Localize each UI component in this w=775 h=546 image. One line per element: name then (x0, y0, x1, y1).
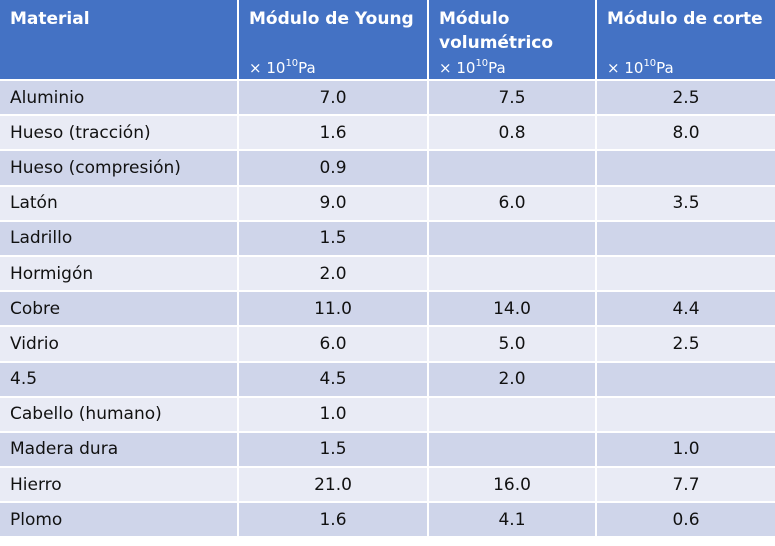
cell-material: Ladrillo (0, 220, 239, 257)
cell-shear: 2.5 (596, 326, 775, 363)
cell-young: 1.5 (238, 220, 429, 257)
cell-young: 2.0 (238, 255, 429, 293)
header-volumetric-modulus: Módulo volumétrico × 1010Pa (428, 0, 597, 81)
table-row: 4.5 4.5 2.0 (0, 361, 775, 398)
header-material-label: Material (10, 9, 90, 29)
header-shear-modulus: Módulo de corte × 1010Pa (596, 0, 775, 81)
table-row: Vidrio 6.0 5.0 2.5 (0, 326, 775, 363)
header-young-unit: × 1010Pa (249, 58, 316, 78)
cell-shear: 2.5 (596, 80, 775, 117)
table-row: Latón 9.0 6.0 3.5 (0, 185, 775, 222)
header-volumetric-unit: × 1010Pa (439, 58, 506, 78)
cell-shear (596, 361, 775, 398)
header-young-modulus: Módulo de Young × 1010Pa (238, 0, 429, 81)
cell-shear: 4.4 (596, 291, 775, 328)
cell-young: 1.0 (238, 396, 429, 433)
cell-volumetric: 0.8 (428, 115, 597, 152)
table-row: Cobre 11.0 14.0 4.4 (0, 291, 775, 328)
cell-young: 4.5 (238, 361, 429, 398)
cell-material: Hormigón (0, 255, 239, 293)
cell-material: Plomo (0, 502, 239, 539)
cell-young: 7.0 (238, 80, 429, 117)
cell-young: 1.6 (238, 115, 429, 152)
cell-shear (596, 150, 775, 187)
cell-young: 0.9 (238, 150, 429, 187)
table-row: Plomo 1.6 4.1 0.6 (0, 502, 775, 539)
cell-young: 1.6 (238, 502, 429, 539)
cell-volumetric: 6.0 (428, 185, 597, 222)
table-row: Ladrillo 1.5 (0, 220, 775, 257)
cell-volumetric (428, 220, 597, 257)
cell-shear (596, 220, 775, 257)
cell-material: 4.5 (0, 361, 239, 398)
cell-volumetric: 16.0 (428, 467, 597, 504)
cell-material: Cabello (humano) (0, 396, 239, 433)
cell-material: Hueso (tracción) (0, 115, 239, 152)
table-row: Hierro 21.0 16.0 7.7 (0, 467, 775, 504)
cell-volumetric (428, 150, 597, 187)
cell-shear: 1.0 (596, 431, 775, 469)
cell-volumetric (428, 431, 597, 469)
header-row: Material Módulo de Young × 1010Pa Módulo… (0, 0, 775, 81)
cell-shear (596, 396, 775, 433)
cell-young: 9.0 (238, 185, 429, 222)
cell-volumetric: 2.0 (428, 361, 597, 398)
cell-material: Cobre (0, 291, 239, 328)
cell-material: Vidrio (0, 326, 239, 363)
table-row: Aluminio 7.0 7.5 2.5 (0, 80, 775, 117)
cell-shear: 7.7 (596, 467, 775, 504)
table-row: Cabello (humano) 1.0 (0, 396, 775, 433)
cell-volumetric (428, 396, 597, 433)
table-row: Madera dura 1.5 1.0 (0, 431, 775, 469)
header-material: Material (0, 0, 239, 81)
cell-young: 6.0 (238, 326, 429, 363)
table-row: Hormigón 2.0 (0, 255, 775, 293)
table-row: Hueso (compresión) 0.9 (0, 150, 775, 187)
header-shear-label: Módulo de corte (607, 9, 763, 29)
cell-volumetric: 7.5 (428, 80, 597, 117)
cell-material: Hierro (0, 467, 239, 504)
cell-shear: 0.6 (596, 502, 775, 539)
cell-material: Hueso (compresión) (0, 150, 239, 187)
header-volumetric-label: Módulo volumétrico (439, 9, 554, 53)
table-row: Hueso (tracción) 1.6 0.8 8.0 (0, 115, 775, 152)
cell-shear: 3.5 (596, 185, 775, 222)
cell-material: Latón (0, 185, 239, 222)
header-young-label: Módulo de Young (249, 9, 414, 29)
cell-material: Madera dura (0, 431, 239, 469)
cell-shear: 8.0 (596, 115, 775, 152)
cell-volumetric: 14.0 (428, 291, 597, 328)
cell-volumetric: 5.0 (428, 326, 597, 363)
header-shear-unit: × 1010Pa (607, 58, 674, 78)
cell-volumetric (428, 255, 597, 293)
cell-material: Aluminio (0, 80, 239, 117)
cell-volumetric: 4.1 (428, 502, 597, 539)
cell-young: 1.5 (238, 431, 429, 469)
cell-young: 11.0 (238, 291, 429, 328)
cell-shear (596, 255, 775, 293)
cell-young: 21.0 (238, 467, 429, 504)
